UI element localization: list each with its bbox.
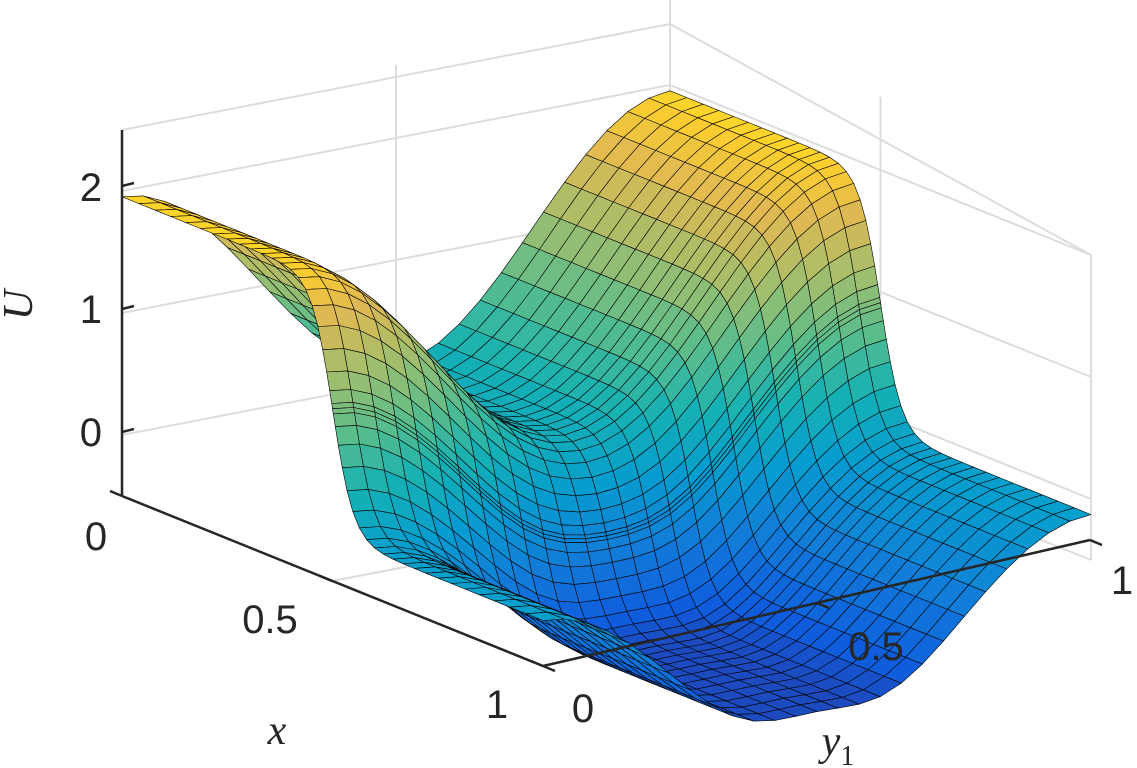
surface-face [569,565,596,585]
x-axis-label: x [267,708,287,754]
surface-face [563,534,586,540]
x-tick-mark [319,574,333,583]
y-axis-line [542,538,1091,668]
x-tick-mark [109,489,123,498]
y-axis-label-main: y [818,719,841,765]
grid-line-top [121,23,671,131]
z-tick-label: 2 [80,166,102,210]
y-axis-label-subscript: 1 [840,741,854,768]
surface-face [322,348,349,373]
axes-frame [109,130,1103,673]
surface-face [337,443,364,469]
y-tick-label: 0.5 [848,625,904,669]
surface-face [332,412,357,427]
surface-face [575,493,602,513]
z-tick-label: 0 [80,411,102,455]
surface-face [326,370,352,392]
z-tick-mark [121,181,135,188]
grid-line-top [669,23,1092,256]
x-axis-line [121,494,544,668]
z-axis-label: U [0,287,42,320]
y-tick-mark [1089,538,1103,547]
surface [121,90,1092,722]
z-tick-label: 1 [80,288,102,332]
y-tick-mark [816,601,830,610]
surface-face [564,542,589,553]
z-tick-mark [121,427,135,434]
surface-face [329,389,354,404]
tick-labels: 2 1 0 0 0.5 1 0 0.5 1 [80,166,1133,731]
y-axis-label: y1 [818,719,855,768]
surface-face [566,551,592,568]
z-tick-mark [121,304,135,311]
surface-face [525,611,565,621]
surface-face [561,524,585,536]
x-tick-label: 0.5 [242,598,298,642]
x-tick-label: 0 [85,515,107,559]
surface-face [563,538,587,544]
surface-face [334,425,360,446]
surface-face [558,510,583,526]
y-tick-mark [542,664,556,673]
x-tick-label: 1 [486,683,508,727]
x-tick-mark [530,659,544,668]
y-tick-label: 1 [1111,559,1133,603]
y-tick-label: 0 [572,687,594,731]
surface-face [341,466,369,492]
surface-face [317,325,345,351]
